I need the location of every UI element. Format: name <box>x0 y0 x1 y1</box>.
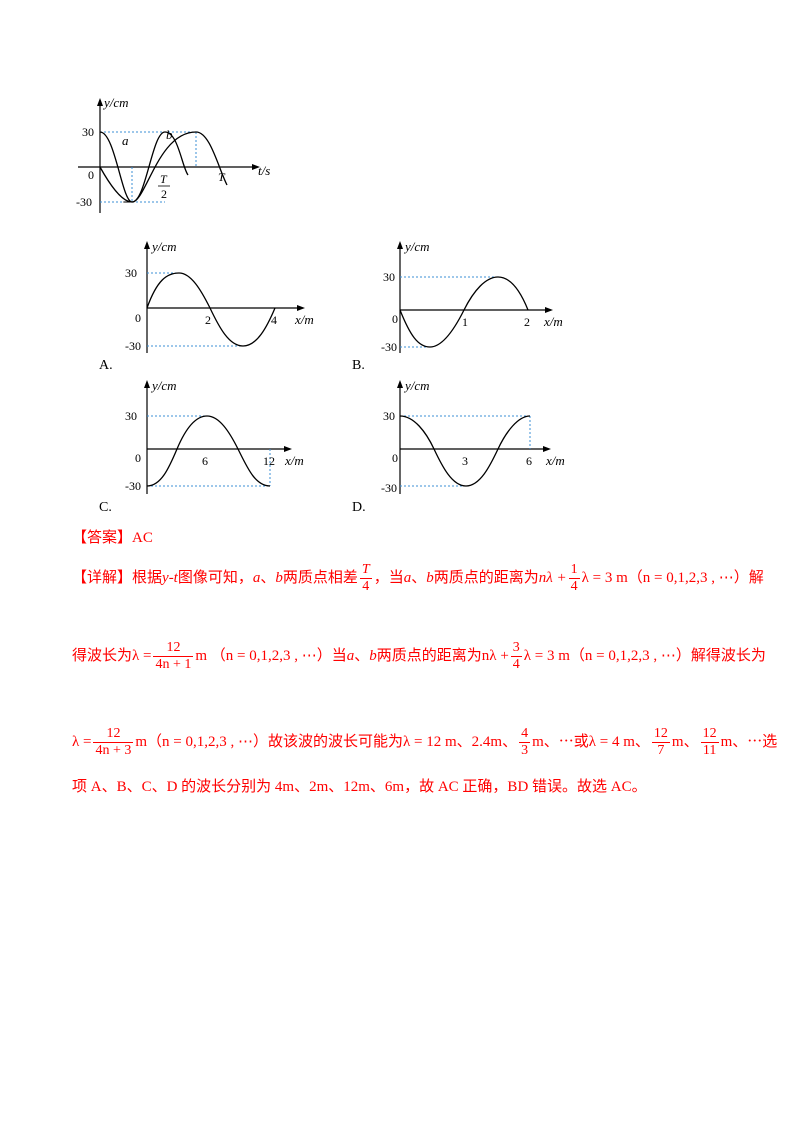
curve-a-label: a <box>122 133 129 148</box>
origin-label: 0 <box>135 451 141 465</box>
option-d-label: D. <box>352 500 366 515</box>
text: 项 A、B、C、D 的波长分别为 4m、2m、12m、6m，故 AC 正确，BD… <box>72 779 647 795</box>
fraction: 12 7 <box>651 726 670 758</box>
origin-label: 0 <box>135 311 141 325</box>
y-bottom-label: -30 <box>76 195 92 209</box>
text: 两质点相差 <box>282 569 358 586</box>
text: a <box>346 647 355 664</box>
tick-1: 2 <box>205 313 211 327</box>
tick-2: 6 <box>526 454 532 468</box>
text: m、 <box>671 733 699 750</box>
y-top-label: 30 <box>125 409 137 423</box>
tick-1: 1 <box>462 315 468 329</box>
fraction: 12 4n + 1 <box>153 640 194 672</box>
text: a <box>252 569 261 586</box>
tick-half-den: 2 <box>161 187 167 201</box>
tick-2: 2 <box>524 315 530 329</box>
y-bottom-label: -30 <box>125 479 141 493</box>
y-axis-label: y/cm <box>150 239 177 254</box>
text: b <box>275 569 283 586</box>
text: 两质点的距离为 <box>433 569 539 586</box>
text: m （n = 0,1,2,3 , ⋯）当 <box>195 647 347 664</box>
tick-2: 4 <box>271 313 277 327</box>
explanation-line-4: 项 A、B、C、D 的波长分别为 4m、2m、12m、6m，故 AC 正确，BD… <box>72 777 647 797</box>
text: λ = <box>72 733 92 750</box>
tick-2: 12 <box>263 454 275 468</box>
y-top-label: 30 <box>125 266 137 280</box>
origin-label: 0 <box>392 312 398 326</box>
graph-option-b: y/cm 30 -30 0 1 2 x/m <box>381 239 563 354</box>
x-axis-arrow <box>252 164 260 170</box>
x-axis-label: t/s <box>258 163 270 178</box>
explanation-bracket: 【详解】 <box>72 569 133 586</box>
fraction: 12 11 <box>700 726 719 758</box>
text: b <box>369 647 377 664</box>
wave-c <box>146 415 271 487</box>
y-bottom-label: -30 <box>381 340 397 354</box>
tick-half-num: T <box>160 172 168 186</box>
graph-option-d: y/cm 30 -30 0 3 6 x/m <box>381 378 565 495</box>
text: b <box>426 569 434 586</box>
y-top-label: 30 <box>383 270 395 284</box>
x-axis-label: x/m <box>284 453 304 468</box>
y-axis-label: y/cm <box>403 378 430 393</box>
origin-label: 0 <box>88 168 94 182</box>
text: λ = 3 m（n = 0,1,2,3 , ⋯）解 <box>581 569 764 586</box>
graph-option-c: y/cm 30 -30 0 6 12 x/m <box>125 378 304 494</box>
text: 图像可知， <box>177 569 253 586</box>
text: 、 <box>411 569 427 586</box>
text: 、 <box>354 647 370 664</box>
y-axis-arrow <box>97 98 103 106</box>
text: 得波长为λ = <box>72 647 152 664</box>
text: nλ + <box>538 569 567 586</box>
tick-1: 6 <box>202 454 208 468</box>
explanation-line-1: 【详解】根据y-t图像可知，a、b两质点相差 T 4 ，当a、b两质点的距离为nλ +… <box>72 562 764 595</box>
answer-line: 【答案】AC <box>72 528 153 548</box>
text: 、 <box>260 569 276 586</box>
y-top-label: 30 <box>82 125 94 139</box>
answer-bracket: 【答案】 <box>72 530 133 546</box>
wave-b <box>399 276 529 348</box>
y-axis-label: y/cm <box>102 95 129 110</box>
curve-b <box>99 131 228 203</box>
answer-value: AC <box>132 530 153 546</box>
y-bottom-label: -30 <box>125 339 141 353</box>
wave-a <box>146 272 276 347</box>
text: m（n = 0,1,2,3 , ⋯）故该波的波长可能为λ = 12 m、2.4m… <box>135 733 518 750</box>
y-axis-label: y/cm <box>150 378 177 393</box>
fraction: 12 4n + 3 <box>93 726 134 758</box>
option-b-label: B. <box>352 358 365 373</box>
main-yt-graph: y/cm t/s 30 -30 0 a b T 2 T <box>76 95 270 213</box>
text: 根据 <box>132 569 163 586</box>
wave-d <box>399 415 531 487</box>
graph-option-a: y/cm 30 -30 0 2 4 x/m <box>125 239 314 353</box>
tick-1: 3 <box>462 454 468 468</box>
text: y-t <box>162 569 178 586</box>
y-bottom-label: -30 <box>381 481 397 495</box>
text: a <box>403 569 412 586</box>
x-axis-label: x/m <box>545 453 565 468</box>
text: 两质点的距离为nλ + <box>376 647 509 664</box>
text: ，当 <box>373 569 404 586</box>
text: m、⋯选 <box>720 733 778 750</box>
explanation-line-3: λ = 12 4n + 3 m（n = 0,1,2,3 , ⋯）故该波的波长可能为λ … <box>72 726 777 759</box>
y-axis-label: y/cm <box>403 239 430 254</box>
option-c-label: C. <box>99 500 112 515</box>
option-a-label: A. <box>99 358 113 373</box>
text: λ = 3 m（n = 0,1,2,3 , ⋯）解得波长为 <box>523 647 766 664</box>
origin-label: 0 <box>392 451 398 465</box>
curve-b-label: b <box>166 127 173 142</box>
y-top-label: 30 <box>383 409 395 423</box>
x-axis-label: x/m <box>543 314 563 329</box>
x-axis-label: x/m <box>294 312 314 327</box>
text: m、⋯或λ = 4 m、 <box>532 733 650 750</box>
tick-T: T <box>218 170 226 184</box>
